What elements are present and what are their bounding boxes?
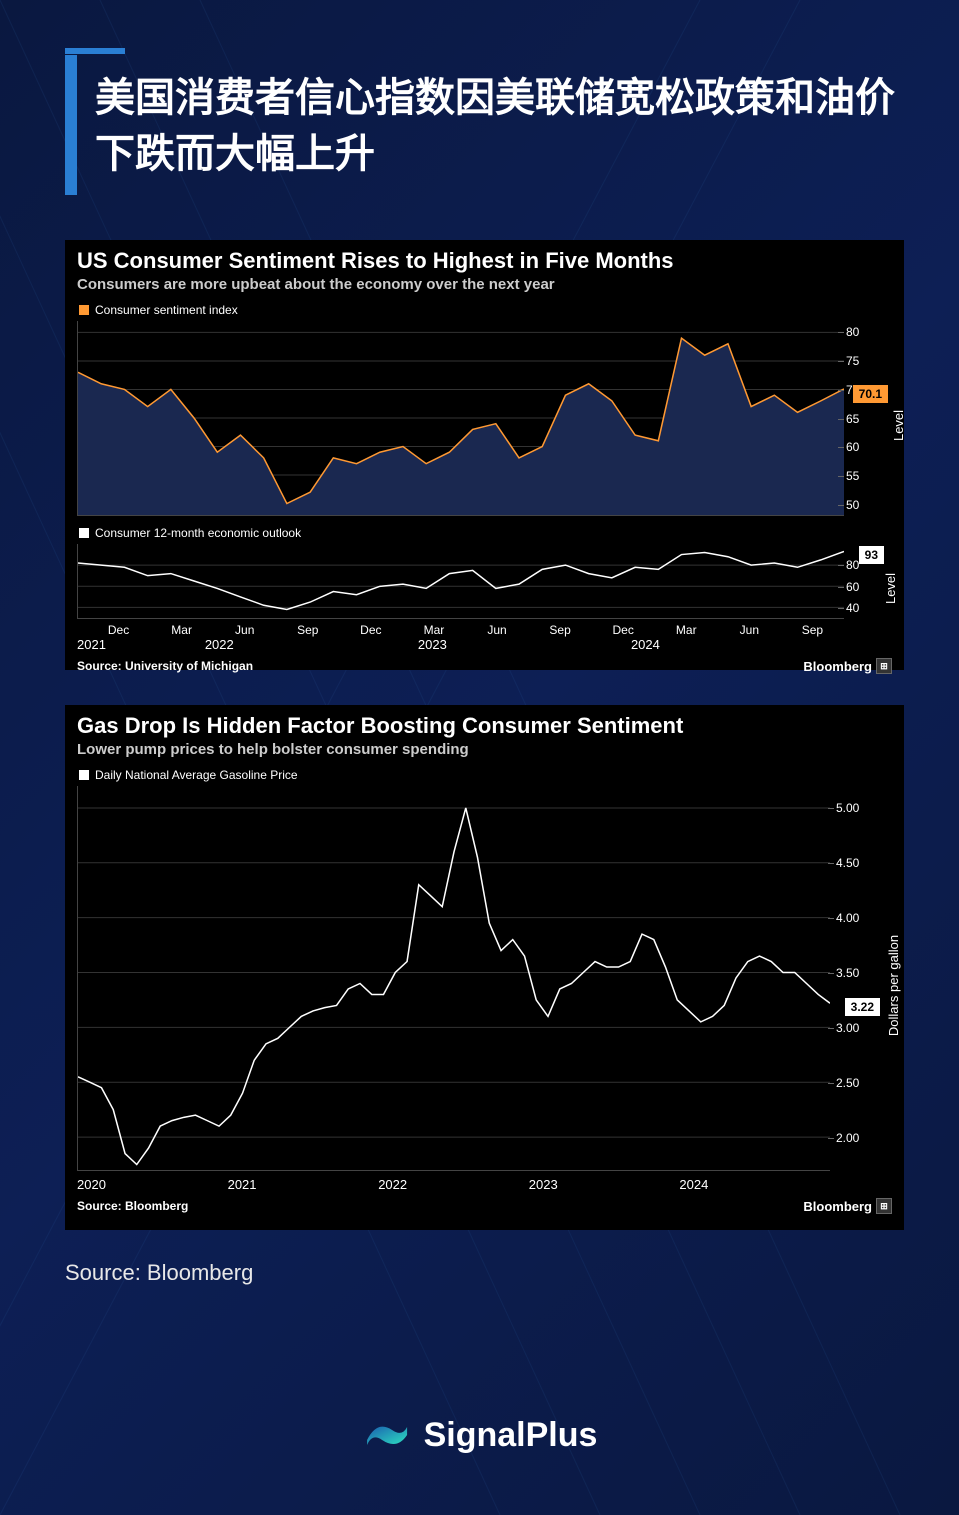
chart1-top-yaxis: 80757065605550 [846, 321, 886, 515]
bloomberg-tag: Bloomberg ⊞ [803, 1198, 892, 1214]
chart1-top-ylabel: Level [891, 410, 906, 441]
chart1-source: Source: University of Michigan [77, 659, 253, 673]
legend-label: Consumer 12-month economic outlook [95, 526, 301, 540]
chart1-title: US Consumer Sentiment Rises to Highest i… [65, 240, 904, 276]
gasoline-price-chart: Gas Drop Is Hidden Factor Boosting Consu… [65, 705, 904, 1230]
consumer-sentiment-chart: US Consumer Sentiment Rises to Highest i… [65, 240, 904, 670]
header-accent-bar [65, 55, 77, 195]
chart2-source: Source: Bloomberg [77, 1199, 188, 1213]
chart2-subtitle: Lower pump prices to help bolster consum… [65, 741, 904, 764]
chart1-xaxis-months: DecMarJunSepDecMarJunSepDecMarJunSep [87, 623, 844, 637]
chart1-footer: Source: University of Michigan Bloomberg… [65, 652, 904, 678]
chart1-bot-ylabel: Level [883, 573, 898, 604]
bloomberg-icon: ⊞ [876, 658, 892, 674]
page-title: 美国消费者信心指数因美联储宽松政策和油价下跌而大幅上升 [95, 70, 899, 182]
chart1-top-endvalue: 70.1 [853, 385, 888, 403]
chart1-bot-endvalue: 93 [859, 546, 884, 564]
chart1-subtitle: Consumers are more upbeat about the econ… [65, 276, 904, 299]
chart2-legend: Daily National Average Gasoline Price [65, 764, 904, 786]
bloomberg-tag: Bloomberg ⊞ [803, 658, 892, 674]
legend-label: Consumer sentiment index [95, 303, 238, 317]
header-accent-top [65, 48, 125, 54]
chart1-top-plot: 80757065605550 Level 70.1 [77, 321, 844, 516]
legend-label: Daily National Average Gasoline Price [95, 768, 298, 782]
bloomberg-icon: ⊞ [876, 1198, 892, 1214]
chart2-xaxis-years: 20202021202220232024 [77, 1177, 830, 1192]
logo-icon [362, 1415, 412, 1455]
chart1-bot-legend: Consumer 12-month economic outlook [65, 516, 904, 544]
chart2-title: Gas Drop Is Hidden Factor Boosting Consu… [65, 705, 904, 741]
chart2-endvalue: 3.22 [845, 998, 880, 1016]
chart2-ylabel: Dollars per gallon [886, 935, 901, 1036]
chart2-footer: Source: Bloomberg Bloomberg ⊞ [65, 1192, 904, 1218]
legend-swatch [79, 528, 89, 538]
chart1-xaxis-years: 2021202220232024 [77, 637, 844, 652]
chart1-bot-plot: 806040 Level 93 [77, 544, 844, 619]
chart1-top-legend: Consumer sentiment index [65, 299, 904, 321]
legend-swatch [79, 770, 89, 780]
signalplus-logo: SignalPlus [362, 1415, 598, 1455]
chart2-yaxis: 5.004.504.003.503.002.502.00 [836, 786, 876, 1170]
chart2-plot: 5.004.504.003.503.002.502.00 Dollars per… [77, 786, 830, 1171]
legend-swatch [79, 305, 89, 315]
logo-text: SignalPlus [424, 1416, 598, 1455]
outer-source: Source: Bloomberg [65, 1260, 253, 1286]
